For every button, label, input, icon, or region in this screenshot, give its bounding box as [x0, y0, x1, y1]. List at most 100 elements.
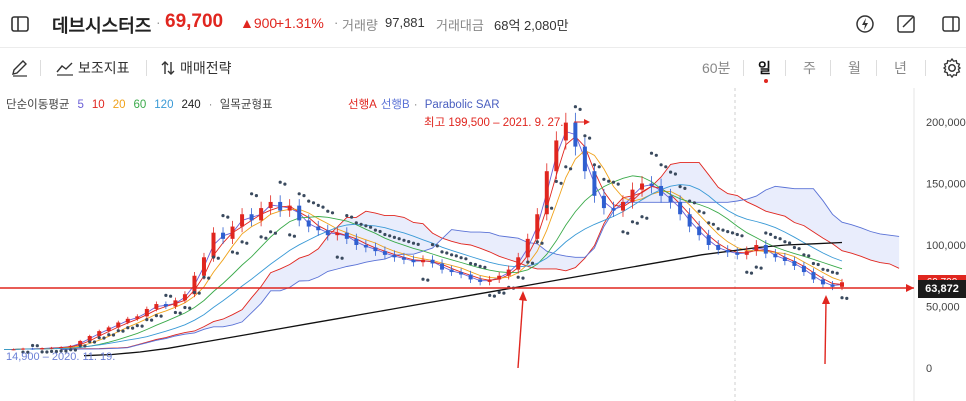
sar-dot — [145, 318, 149, 322]
sar-dot — [478, 264, 482, 268]
sar-dot — [745, 270, 749, 274]
candle-body — [68, 345, 73, 348]
candle-body — [468, 274, 473, 280]
sar-dot — [492, 294, 496, 298]
candle-body — [659, 185, 664, 196]
candle-body — [154, 304, 159, 309]
period-month[interactable]: 월 — [848, 60, 861, 76]
y-tick-label: 150,000 — [926, 179, 966, 191]
sar-dot — [469, 261, 473, 266]
candle-body — [335, 232, 340, 236]
sar-dot — [726, 230, 730, 234]
sar-dot — [583, 134, 587, 138]
ma-line-240 — [83, 241, 843, 357]
sar-dot — [240, 240, 244, 244]
sar-dot — [550, 206, 554, 210]
candle-body — [125, 318, 130, 323]
candle-body — [363, 245, 368, 248]
sar-legend-label: Parabolic SAR — [424, 99, 500, 111]
sar-dot — [202, 275, 206, 279]
ma-period-10: 10 — [91, 99, 105, 111]
sar-dot — [616, 182, 620, 186]
sar-dot — [559, 181, 563, 185]
sar-dot — [578, 107, 582, 111]
flash-icon[interactable] — [854, 13, 876, 35]
sar-dot — [359, 222, 363, 226]
panel-toggle-icon[interactable] — [940, 13, 962, 35]
pencil-icon[interactable] — [10, 58, 30, 78]
ma-legend[interactable]: 단순이동평균 5 10 20 60 120 240 · 일목균형표 — [6, 96, 277, 112]
sar-dot — [178, 311, 182, 315]
candle-body — [773, 253, 778, 258]
candle-body — [506, 269, 511, 276]
period-year[interactable]: 년 — [894, 60, 907, 76]
sar-dot — [378, 229, 382, 234]
ma-period-60: 60 — [133, 99, 147, 111]
strategy-button[interactable]: 매매전략 — [160, 58, 232, 78]
sar-dot — [411, 241, 416, 245]
candle-body — [49, 347, 54, 349]
span-a-line — [61, 162, 900, 350]
sar-dot — [235, 251, 239, 255]
sar-dot — [669, 170, 673, 174]
candle-body — [87, 336, 92, 341]
sar-dot — [497, 290, 501, 294]
sar-dot — [92, 340, 97, 344]
sar-dot — [330, 211, 335, 215]
sar-dot — [83, 344, 87, 348]
draw-icon[interactable] — [895, 13, 917, 35]
candle-body — [221, 232, 226, 239]
candle-body — [763, 245, 768, 254]
sar-dot — [445, 251, 449, 255]
sar-dot — [183, 305, 187, 310]
sar-dot — [316, 203, 320, 207]
candle-body — [135, 316, 140, 319]
sidebar-toggle-icon[interactable] — [10, 14, 30, 34]
candle-body — [240, 214, 245, 227]
sar-dot — [450, 253, 454, 257]
price-chart[interactable]: 200,000 150,000 100,000 50,000 0 최고 199,500 … — [0, 88, 966, 401]
sar-dot — [649, 151, 654, 155]
candle-body — [344, 232, 349, 239]
candle-body — [421, 259, 425, 263]
sar-dot — [230, 250, 235, 254]
candle-body — [440, 263, 445, 270]
sar-dot — [721, 228, 725, 232]
settings-gear-icon[interactable] — [941, 57, 963, 79]
separator-dot-2: · — [334, 15, 339, 30]
sar-dot — [740, 234, 744, 238]
sar-dot — [802, 253, 806, 257]
candle-body — [744, 251, 749, 255]
period-week[interactable]: 주 — [803, 60, 816, 76]
period-60min[interactable]: 60분 — [702, 60, 731, 76]
arrow-current-head — [822, 295, 830, 304]
sar-dot — [116, 329, 120, 333]
sar-dot — [269, 230, 273, 234]
y-tick-label: 0 — [926, 363, 932, 375]
sar-dot — [88, 340, 92, 344]
legend-dot: · — [208, 99, 213, 111]
y-tick-label: 50,000 — [926, 302, 960, 314]
candle-body — [830, 284, 835, 287]
price-change-percent: +1.31% — [276, 15, 324, 31]
candle-body — [487, 279, 492, 282]
sar-dot — [707, 221, 711, 225]
sar-dot — [383, 232, 387, 237]
indicator-button[interactable]: 보조지표 — [56, 58, 130, 78]
ichimoku-cloud — [61, 162, 900, 351]
sar-dot — [540, 241, 544, 245]
sar-dot — [702, 211, 706, 215]
volume-label: 거래량 — [342, 18, 378, 33]
sar-dot — [78, 344, 82, 348]
support-line-arrowhead — [906, 284, 914, 292]
sar-dot — [602, 177, 606, 181]
sar-dot — [621, 230, 625, 234]
sar-dot — [811, 261, 816, 266]
toolbar-divider — [785, 60, 786, 76]
sar-dot — [673, 172, 678, 176]
candle-body — [411, 259, 416, 263]
ichimoku-span-legend[interactable]: 선행A 선행B · Parabolic SAR — [348, 96, 504, 112]
ma-periods: 5 10 20 60 120 240 — [73, 99, 204, 111]
candle-body — [592, 171, 597, 196]
period-day[interactable]: 일 — [758, 60, 771, 76]
